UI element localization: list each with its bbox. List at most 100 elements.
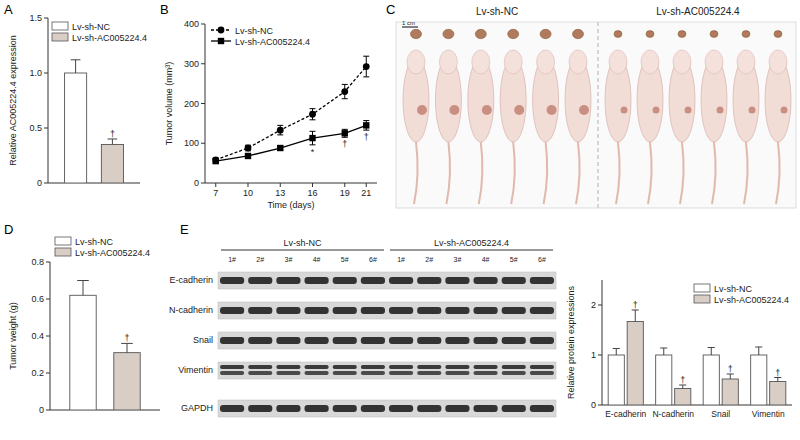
mouse-head bbox=[439, 50, 457, 74]
band bbox=[333, 365, 357, 369]
band bbox=[305, 337, 329, 344]
bar bbox=[656, 355, 672, 405]
band bbox=[220, 405, 244, 412]
lane-label: 2# bbox=[256, 256, 264, 263]
y-tick-label: 100 bbox=[184, 138, 199, 148]
y-tick bbox=[201, 24, 205, 25]
y-tick bbox=[201, 103, 205, 104]
error-cap bbox=[277, 125, 283, 126]
y-tick bbox=[46, 410, 50, 411]
lane-label: 5# bbox=[341, 256, 349, 263]
y-tick bbox=[598, 355, 602, 356]
band bbox=[248, 365, 272, 369]
annotation: † bbox=[110, 129, 115, 139]
group-label: Lv-sh-AC005224.4 bbox=[656, 6, 740, 17]
error-bar bbox=[108, 139, 118, 145]
mouse-head bbox=[472, 50, 490, 74]
error-stem bbox=[635, 310, 636, 322]
error-bar bbox=[245, 145, 251, 151]
error-bar bbox=[774, 378, 781, 382]
group-underline bbox=[390, 250, 553, 251]
group-label: Lv-sh-NC bbox=[476, 6, 518, 17]
mouse-head bbox=[673, 50, 691, 74]
tumor bbox=[710, 31, 718, 38]
y-tick-label: 400 bbox=[184, 19, 199, 29]
mouse-tumor bbox=[417, 105, 427, 115]
band bbox=[361, 365, 385, 369]
mouse-tumor bbox=[449, 105, 459, 115]
protein-label: GAPDH bbox=[181, 403, 213, 413]
lane-label: 4# bbox=[313, 256, 321, 263]
annotation: † bbox=[364, 132, 369, 142]
mouse-tumor bbox=[685, 107, 692, 114]
y-tick bbox=[598, 405, 602, 406]
error-bar bbox=[342, 129, 348, 137]
error-bar bbox=[632, 310, 639, 322]
band bbox=[474, 371, 498, 375]
mouse-head bbox=[569, 50, 587, 74]
point bbox=[342, 130, 348, 136]
protein-label: Vimentin bbox=[178, 365, 213, 375]
band bbox=[305, 365, 329, 369]
band bbox=[502, 337, 526, 344]
chart: 00.51.01.5Relative AC005224.4 expression… bbox=[8, 13, 147, 188]
bar bbox=[722, 379, 738, 405]
y-tick bbox=[44, 183, 48, 184]
lane-label: 1# bbox=[397, 256, 405, 263]
band bbox=[445, 371, 469, 375]
photo-background bbox=[396, 22, 796, 208]
tumor bbox=[508, 29, 519, 38]
figure: ABCDE00.51.01.5Relative AC005224.4 expre… bbox=[0, 0, 800, 440]
series-line bbox=[216, 67, 367, 160]
band bbox=[530, 277, 554, 284]
mouse-tumor bbox=[749, 107, 756, 114]
legend-swatch bbox=[694, 295, 710, 303]
chart: 00.20.40.60.8Tumor weight (g)†Lv-sh-NCLv… bbox=[8, 237, 160, 416]
annotation: † bbox=[775, 368, 780, 378]
error-bar bbox=[363, 121, 369, 131]
x-tick-label: Snail bbox=[711, 409, 730, 419]
x-tick-label: 21 bbox=[361, 188, 371, 198]
band bbox=[445, 277, 469, 284]
y-tick-label: 0.6 bbox=[31, 294, 44, 304]
band bbox=[389, 307, 413, 314]
mouse-tail bbox=[680, 142, 684, 204]
y-tick-label: 0 bbox=[39, 405, 44, 415]
annotation: † bbox=[728, 364, 733, 374]
point bbox=[341, 88, 348, 95]
y-axis-label: Tumor volume (mm³) bbox=[164, 62, 174, 146]
divider-shadow bbox=[598, 22, 599, 208]
protein-label: E-cadherin bbox=[169, 275, 213, 285]
band bbox=[361, 307, 385, 314]
error-stem bbox=[616, 349, 617, 356]
mouse-tumor bbox=[514, 105, 524, 115]
y-tick-label: 0.2 bbox=[31, 368, 44, 378]
y-tick-label: 0.8 bbox=[31, 257, 44, 267]
x-axis bbox=[205, 183, 377, 184]
annotation: † bbox=[124, 333, 129, 343]
annotation: † bbox=[680, 375, 685, 385]
legend-label: Lv-sh-NC bbox=[72, 22, 111, 32]
protein-label: Snail bbox=[193, 335, 213, 345]
chart: 012Relative protein expressionsE-cadheri… bbox=[566, 280, 792, 419]
error-cap bbox=[310, 108, 316, 109]
band bbox=[474, 277, 498, 284]
mouse-tail bbox=[576, 142, 580, 204]
band bbox=[389, 405, 413, 412]
band bbox=[417, 277, 441, 284]
series-line bbox=[216, 125, 367, 161]
mouse-head bbox=[609, 50, 627, 74]
mouse-tail bbox=[648, 142, 652, 204]
y-axis-label: Tumor weight (g) bbox=[8, 302, 18, 370]
lane-label: 6# bbox=[538, 256, 546, 263]
tumor bbox=[443, 29, 454, 38]
error-bar bbox=[755, 347, 762, 355]
bar bbox=[751, 355, 767, 405]
band bbox=[474, 405, 498, 412]
y-tick-label: 0 bbox=[37, 178, 42, 188]
error-stem bbox=[663, 348, 664, 355]
legend-label: Lv-sh-AC005224.4 bbox=[714, 295, 789, 305]
bar bbox=[70, 295, 96, 410]
error-bar bbox=[71, 60, 81, 73]
legend-label: Lv-sh-NC bbox=[235, 26, 274, 36]
